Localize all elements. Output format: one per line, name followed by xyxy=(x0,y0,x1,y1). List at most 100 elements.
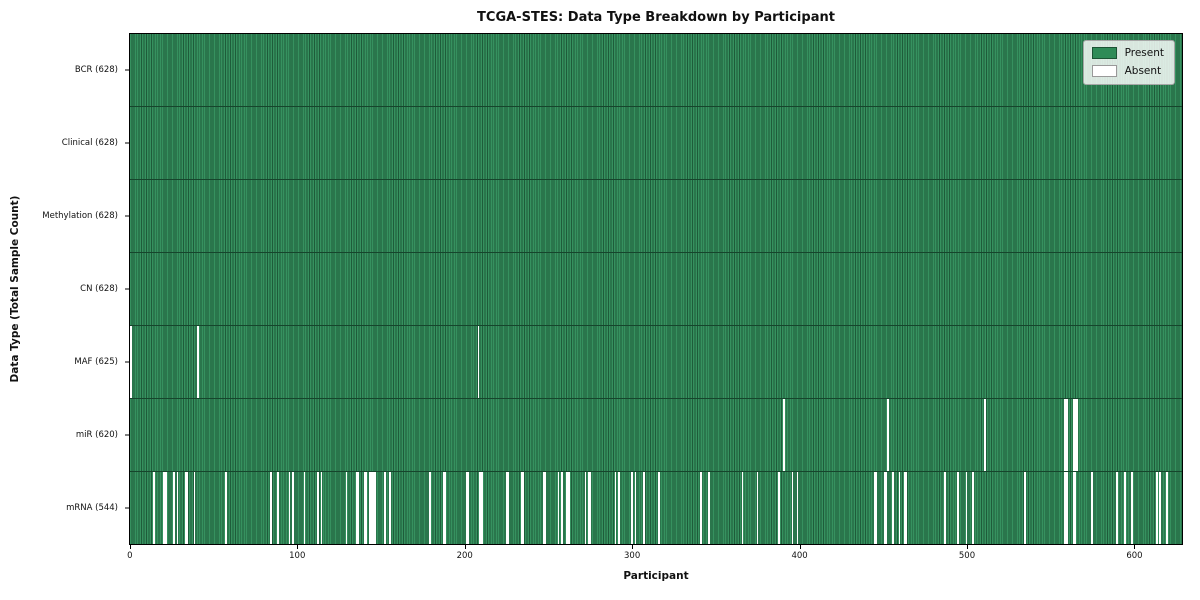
x-tick-label: 500 xyxy=(958,551,976,561)
absent-bar xyxy=(130,326,132,398)
absent-bar xyxy=(357,472,359,544)
absent-bar xyxy=(442,472,445,544)
x-tick-label: 300 xyxy=(624,551,641,561)
absent-bar xyxy=(384,472,386,544)
absent-bar xyxy=(270,472,273,544)
x-tick-mark xyxy=(297,545,299,549)
row-cn xyxy=(130,252,1182,325)
absent-bar xyxy=(658,472,660,544)
absent-bar xyxy=(892,472,894,544)
absent-bar xyxy=(225,472,227,544)
absent-bar xyxy=(1090,472,1093,544)
x-tick-mark xyxy=(632,545,634,549)
row-methylation xyxy=(130,179,1182,252)
absent-bar xyxy=(796,472,799,544)
x-tick-label: 600 xyxy=(1126,551,1143,561)
absent-bar xyxy=(903,472,906,544)
legend-item-present: Present xyxy=(1091,47,1164,59)
x-axis-label: Participant xyxy=(623,570,689,582)
absent-bar xyxy=(887,399,889,471)
absent-bar xyxy=(1024,472,1026,544)
absent-swatch-icon xyxy=(1091,65,1117,77)
absent-bar xyxy=(479,472,481,544)
absent-bar xyxy=(173,472,176,544)
x-tick-mark xyxy=(799,545,801,549)
absent-bar xyxy=(873,472,876,544)
absent-bar xyxy=(1064,399,1066,471)
y-tick-mark xyxy=(125,434,129,436)
y-tick-label: MAF (625) xyxy=(74,357,118,368)
x-tick-label: 400 xyxy=(791,551,808,561)
absent-bar xyxy=(631,472,633,544)
absent-bar xyxy=(584,472,587,544)
present-swatch-icon xyxy=(1091,47,1117,59)
absent-bar xyxy=(561,472,563,544)
absent-bar xyxy=(370,472,373,544)
legend: Present Absent xyxy=(1082,40,1175,85)
absent-bar xyxy=(875,472,877,544)
absent-bar xyxy=(176,472,179,544)
absent-bar xyxy=(444,472,446,544)
absent-bar xyxy=(587,472,590,544)
absent-bar xyxy=(186,472,189,544)
row-bcr xyxy=(130,34,1182,106)
absent-bar xyxy=(1072,472,1075,544)
absent-bar xyxy=(1166,472,1168,544)
absent-bar xyxy=(303,472,306,544)
absent-bar xyxy=(480,472,483,544)
absent-bar xyxy=(1159,472,1162,544)
absent-bar xyxy=(288,472,291,544)
absent-bar xyxy=(163,472,166,544)
x-tick-mark xyxy=(464,545,466,549)
absent-bar xyxy=(617,472,620,544)
absent-bar xyxy=(943,472,946,544)
y-tick-label: BCR (628) xyxy=(74,64,118,75)
absent-bar xyxy=(883,472,886,544)
absent-bar xyxy=(885,472,888,544)
rows xyxy=(130,34,1182,544)
plot-area: Present Absent xyxy=(129,33,1183,545)
absent-bar xyxy=(365,472,368,544)
absent-bar xyxy=(1131,472,1133,544)
absent-bar xyxy=(905,472,908,544)
absent-bar xyxy=(544,472,547,544)
absent-bar xyxy=(983,399,986,471)
y-axis-ticks: BCR (628) Clinical (628) Methylation (628)… xyxy=(0,33,129,545)
legend-label-present: Present xyxy=(1124,47,1164,59)
y-tick-label: Clinical (628) xyxy=(61,137,118,148)
row-mir xyxy=(130,398,1182,471)
y-tick-label: miR (620) xyxy=(75,430,118,441)
absent-bar xyxy=(317,472,319,544)
y-tick-mark xyxy=(125,507,129,509)
legend-item-absent: Absent xyxy=(1091,65,1164,77)
absent-bar xyxy=(756,472,759,544)
x-tick-label: 200 xyxy=(456,551,473,561)
absent-bar xyxy=(1065,399,1068,471)
x-tick-mark xyxy=(967,545,968,549)
absent-bar xyxy=(465,472,468,544)
absent-bar xyxy=(708,472,710,544)
absent-bar xyxy=(368,472,371,544)
absent-bar xyxy=(193,472,196,544)
absent-bar xyxy=(542,472,545,544)
absent-bar xyxy=(373,472,376,544)
absent-bar xyxy=(320,472,323,544)
x-tick-label: 100 xyxy=(289,551,306,561)
absent-bar xyxy=(1074,472,1076,544)
absent-bar xyxy=(614,472,617,544)
absent-bar xyxy=(791,472,794,544)
absent-bar xyxy=(507,472,510,544)
y-tick-label: Methylation (628) xyxy=(42,210,118,221)
y-tick-mark xyxy=(125,288,129,290)
row-mrna xyxy=(130,471,1182,544)
x-tick-label: 0 xyxy=(127,551,133,561)
absent-bar xyxy=(522,472,525,544)
row-clinical xyxy=(130,106,1182,179)
x-axis-ticks: 0 100 200 300 400 500 600 xyxy=(127,545,1183,567)
absent-bar xyxy=(165,472,167,544)
y-tick-mark xyxy=(125,69,129,71)
absent-bar xyxy=(741,472,744,544)
absent-bar xyxy=(363,472,366,544)
absent-bar xyxy=(196,326,199,398)
absent-bar xyxy=(1072,399,1075,471)
